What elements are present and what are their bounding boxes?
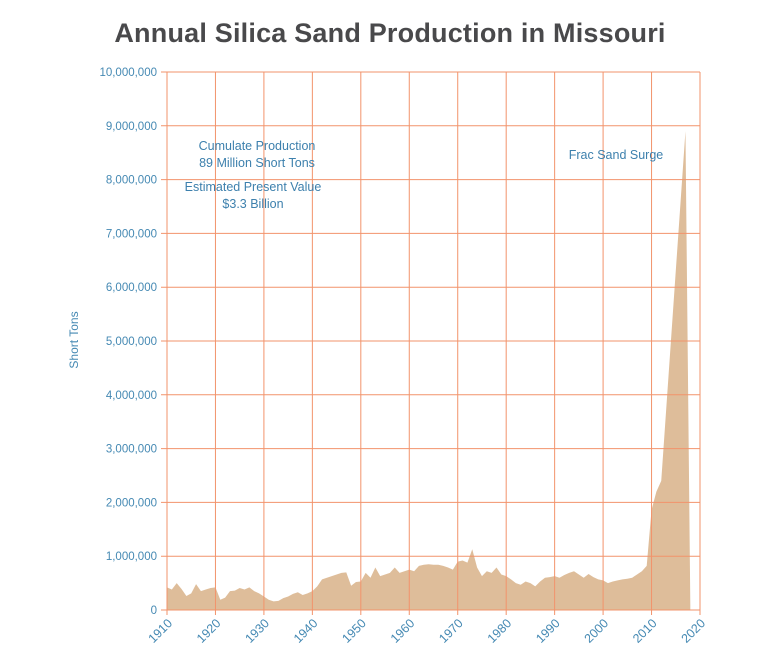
annotation-line: Frac Sand Surge: [568, 148, 664, 162]
y-tick-label: 10,000,000: [99, 67, 157, 79]
y-tick-label: 7,000,000: [106, 228, 157, 240]
y-tick-label: 1,000,000: [106, 551, 157, 563]
y-tick-label: 5,000,000: [106, 336, 157, 348]
x-tick-label: 2010: [630, 616, 660, 646]
grid-layer: [161, 71, 701, 615]
annotation-line: 89 Million Short Tons: [199, 156, 315, 170]
chart-title: Annual Silica Sand Production in Missour…: [114, 18, 666, 48]
x-tick-label: 1930: [242, 616, 272, 646]
annotation-cumulative-production: Cumulate Production 89 Million Short Ton…: [182, 138, 332, 172]
annotation-present-value: Estimated Present Value $3.3 Billion: [178, 179, 328, 213]
x-tick-label: 2000: [582, 616, 612, 646]
annotation-line: $3.3 Billion: [222, 197, 284, 211]
x-tick-label: 1980: [485, 616, 515, 646]
x-tick-label: 1960: [388, 616, 418, 646]
annotation-line: Cumulate Production: [198, 139, 316, 153]
y-tick-label: 8,000,000: [106, 175, 157, 187]
y-tick-label: 9,000,000: [106, 121, 157, 133]
x-tick-label: 1910: [146, 616, 176, 646]
y-tick-label: 6,000,000: [106, 282, 157, 294]
x-tick-label: 1970: [436, 616, 466, 646]
y-tick-label: 2,000,000: [106, 497, 157, 509]
x-tick-label: 1940: [291, 616, 321, 646]
annotation-frac-sand-surge: Frac Sand Surge: [551, 147, 681, 164]
x-tick-label: 2020: [679, 616, 709, 646]
x-tick-label: 1950: [339, 616, 369, 646]
annotation-line: Estimated Present Value: [184, 180, 322, 194]
y-tick-label: 3,000,000: [106, 444, 157, 456]
x-tick-label: 1990: [533, 616, 563, 646]
y-axis-title: Short Tons: [67, 311, 81, 369]
y-tick-label: 0: [151, 605, 157, 617]
y-tick-label: 4,000,000: [106, 390, 157, 402]
x-tick-label: 1920: [194, 616, 224, 646]
